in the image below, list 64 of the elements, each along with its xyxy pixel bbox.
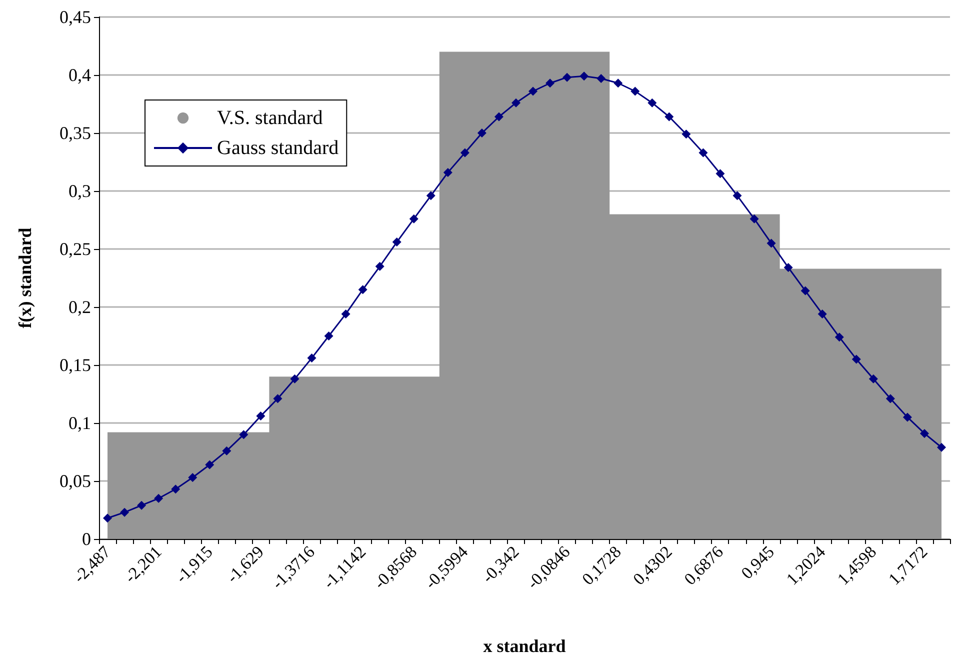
point	[239, 430, 248, 440]
point	[936, 442, 946, 452]
point	[154, 494, 164, 503]
point	[443, 168, 452, 177]
point	[528, 86, 538, 96]
point	[426, 191, 436, 200]
point	[409, 214, 418, 224]
point	[273, 394, 282, 404]
point	[732, 191, 742, 200]
point	[205, 460, 214, 470]
y-tick-label: 0,05	[60, 471, 91, 491]
point	[137, 500, 146, 510]
point	[392, 238, 402, 247]
point	[341, 309, 350, 318]
point	[800, 286, 810, 296]
point	[784, 263, 793, 272]
y-tick-label: 0,15	[60, 355, 91, 375]
point	[580, 72, 589, 81]
point	[477, 128, 486, 138]
point	[546, 78, 555, 88]
legend-label: Gauss standard	[217, 137, 339, 159]
y-tick-label: 0,1	[68, 413, 91, 433]
y-tick-label: 0,25	[60, 239, 91, 259]
point	[716, 169, 725, 178]
point	[494, 112, 504, 122]
point	[902, 412, 912, 422]
point	[750, 214, 759, 224]
point	[290, 374, 300, 384]
y-tick-label: 0,2	[68, 297, 91, 317]
point	[818, 309, 827, 318]
y-tick-label: 0,4	[68, 65, 91, 85]
point	[614, 78, 623, 88]
point	[307, 354, 316, 363]
point	[630, 86, 640, 96]
y-tick-label: 0,35	[60, 123, 91, 143]
point	[375, 262, 384, 271]
point	[103, 514, 112, 523]
point	[120, 508, 130, 517]
point	[324, 332, 334, 340]
point	[664, 112, 674, 122]
y-tick-label: 0,45	[60, 7, 91, 27]
point	[596, 74, 606, 83]
point	[834, 332, 844, 342]
point	[682, 130, 691, 139]
y-tick-label: 0,3	[68, 181, 91, 201]
y-tick-label: 0	[82, 529, 91, 549]
legend-label: V.S. standard	[217, 107, 323, 129]
point	[698, 148, 708, 158]
point	[920, 428, 929, 438]
point	[222, 446, 232, 456]
y-axis-title: f(x) standard	[15, 228, 35, 328]
point	[868, 374, 878, 384]
point	[766, 238, 776, 248]
point	[648, 98, 657, 108]
point	[562, 72, 572, 82]
point	[886, 394, 895, 404]
point	[511, 98, 520, 108]
point	[358, 285, 368, 294]
point	[171, 484, 180, 494]
x-axis-title: x standard	[483, 636, 566, 656]
point	[188, 473, 198, 482]
point	[460, 148, 470, 158]
point	[256, 412, 266, 421]
point	[852, 354, 861, 364]
